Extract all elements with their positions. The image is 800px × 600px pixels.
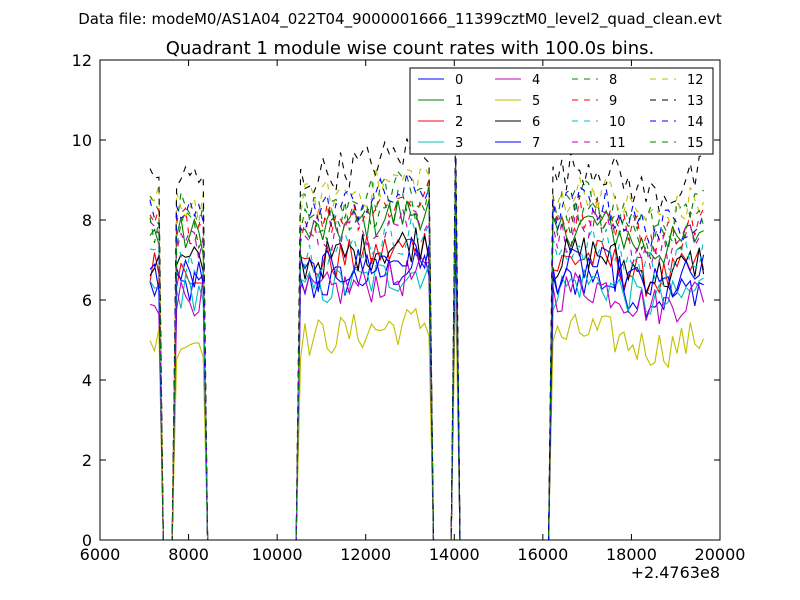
legend-label-12: 12 [687, 73, 704, 88]
series-line-3 [149, 236, 704, 541]
legend-label-1: 1 [455, 94, 463, 109]
legend-label-13: 13 [687, 94, 704, 109]
x-offset-label: +2.4763e8 [631, 563, 720, 582]
legend-frame [409, 67, 714, 155]
chart-suptitle: Data file: modeM0/AS1A04_022T04_90000016… [78, 10, 722, 29]
y-tick-label: 2 [82, 451, 92, 470]
chart-title: Quadrant 1 module wise count rates with … [166, 38, 655, 59]
y-tick-label: 6 [82, 291, 92, 310]
y-tick-label: 12 [72, 51, 92, 70]
legend-label-14: 14 [687, 115, 704, 130]
x-tick-label: 20000 [695, 545, 746, 564]
y-tick-label: 10 [72, 131, 92, 150]
legend-label-6: 6 [532, 115, 540, 130]
legend-label-10: 10 [609, 115, 626, 130]
legend-label-4: 4 [532, 73, 540, 88]
legend-label-15: 15 [687, 136, 704, 151]
series-layer [149, 124, 705, 541]
legend-label-0: 0 [455, 73, 463, 88]
y-tick-label: 0 [82, 531, 92, 550]
series-line-8 [149, 158, 704, 541]
series-line-11 [149, 186, 704, 541]
x-tick-label: 14000 [429, 545, 480, 564]
series-line-14 [149, 150, 705, 541]
x-tick-label: 10000 [252, 545, 303, 564]
series-line-13 [149, 124, 704, 541]
axis-tick-labels: 6000 8000 10000 12000 14000 16000 18000 20000 0 2… [72, 51, 746, 564]
y-tick-label: 8 [82, 211, 92, 230]
x-tick-label: 18000 [606, 545, 657, 564]
legend-label-2: 2 [455, 115, 463, 130]
x-tick-label: 16000 [517, 545, 568, 564]
legend-label-7: 7 [532, 136, 540, 151]
series-line-5 [149, 282, 705, 541]
x-tick-label: 6000 [80, 545, 121, 564]
x-tick-label: 12000 [340, 545, 391, 564]
x-tick-label: 8000 [168, 545, 209, 564]
axis-ticks [99, 59, 721, 541]
series-line-12 [149, 137, 705, 541]
legend-label-11: 11 [609, 136, 626, 151]
series-line-15 [149, 165, 705, 541]
legend-label-8: 8 [609, 73, 617, 88]
y-tick-label: 4 [82, 371, 92, 390]
legend-label-5: 5 [532, 94, 540, 109]
legend-label-3: 3 [455, 136, 463, 151]
legend-label-9: 9 [609, 94, 617, 109]
